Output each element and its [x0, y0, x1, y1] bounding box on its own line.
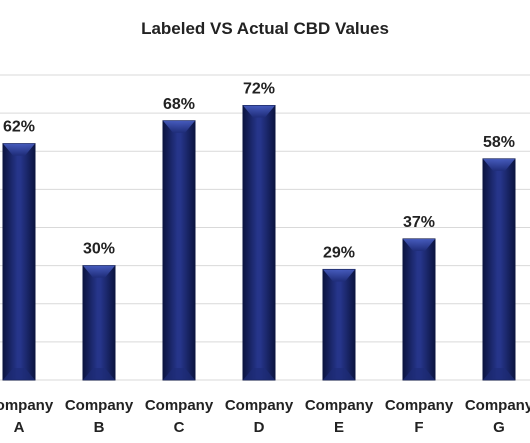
tick-label: G	[493, 419, 505, 436]
tick-label: E	[334, 419, 344, 436]
bar	[322, 268, 356, 381]
bar-base	[243, 368, 275, 380]
x-axis-labels: Company A Company B Company C Company D Company E…	[0, 397, 530, 436]
tick-label: Company	[465, 397, 530, 414]
bar	[82, 265, 116, 381]
bar-base	[403, 368, 435, 380]
data-label: 72%	[243, 81, 275, 98]
data-label: 62%	[3, 119, 35, 136]
data-label: 29%	[323, 244, 355, 261]
bar-body	[82, 265, 116, 381]
data-label: 68%	[163, 96, 195, 113]
bar-base	[323, 368, 355, 380]
bar	[2, 143, 36, 381]
tick-label: F	[414, 419, 423, 436]
bar-body	[2, 143, 36, 381]
tick-label: B	[94, 419, 105, 436]
bar-base	[83, 368, 115, 380]
bar-cap	[3, 143, 35, 156]
bar-body	[322, 268, 356, 381]
data-label: 30%	[83, 241, 115, 258]
tick-label: Company	[65, 397, 134, 414]
bar-cap	[323, 269, 355, 282]
bar-body	[402, 238, 436, 381]
bars	[2, 105, 516, 381]
bar-base	[3, 368, 35, 380]
bar-body	[162, 120, 196, 381]
tick-label: Company	[385, 397, 454, 414]
bar-body	[242, 105, 276, 381]
tick-label: D	[254, 419, 265, 436]
bar-base	[163, 368, 195, 380]
data-label: 37%	[403, 214, 435, 231]
bar	[242, 105, 276, 381]
data-label: 58%	[483, 134, 515, 151]
tick-label: A	[14, 419, 25, 436]
bar-cap	[403, 238, 435, 251]
bar-cap	[483, 158, 515, 171]
tick-label: Company	[0, 397, 54, 414]
tick-label: Company	[305, 397, 374, 414]
bar-cap	[83, 265, 115, 278]
bar	[482, 158, 516, 381]
bar-body	[482, 158, 516, 381]
tick-label: Company	[145, 397, 214, 414]
bar-cap	[243, 105, 275, 118]
bar	[402, 238, 436, 381]
chart-title: Labeled VS Actual CBD Values	[141, 19, 389, 38]
bar-base	[483, 368, 515, 380]
tick-label: C	[174, 419, 185, 436]
data-labels: 62% 30% 68% 72% 29% 37% 58%	[3, 81, 515, 262]
bar	[162, 120, 196, 381]
tick-label: Company	[225, 397, 294, 414]
bar-cap	[163, 120, 195, 133]
